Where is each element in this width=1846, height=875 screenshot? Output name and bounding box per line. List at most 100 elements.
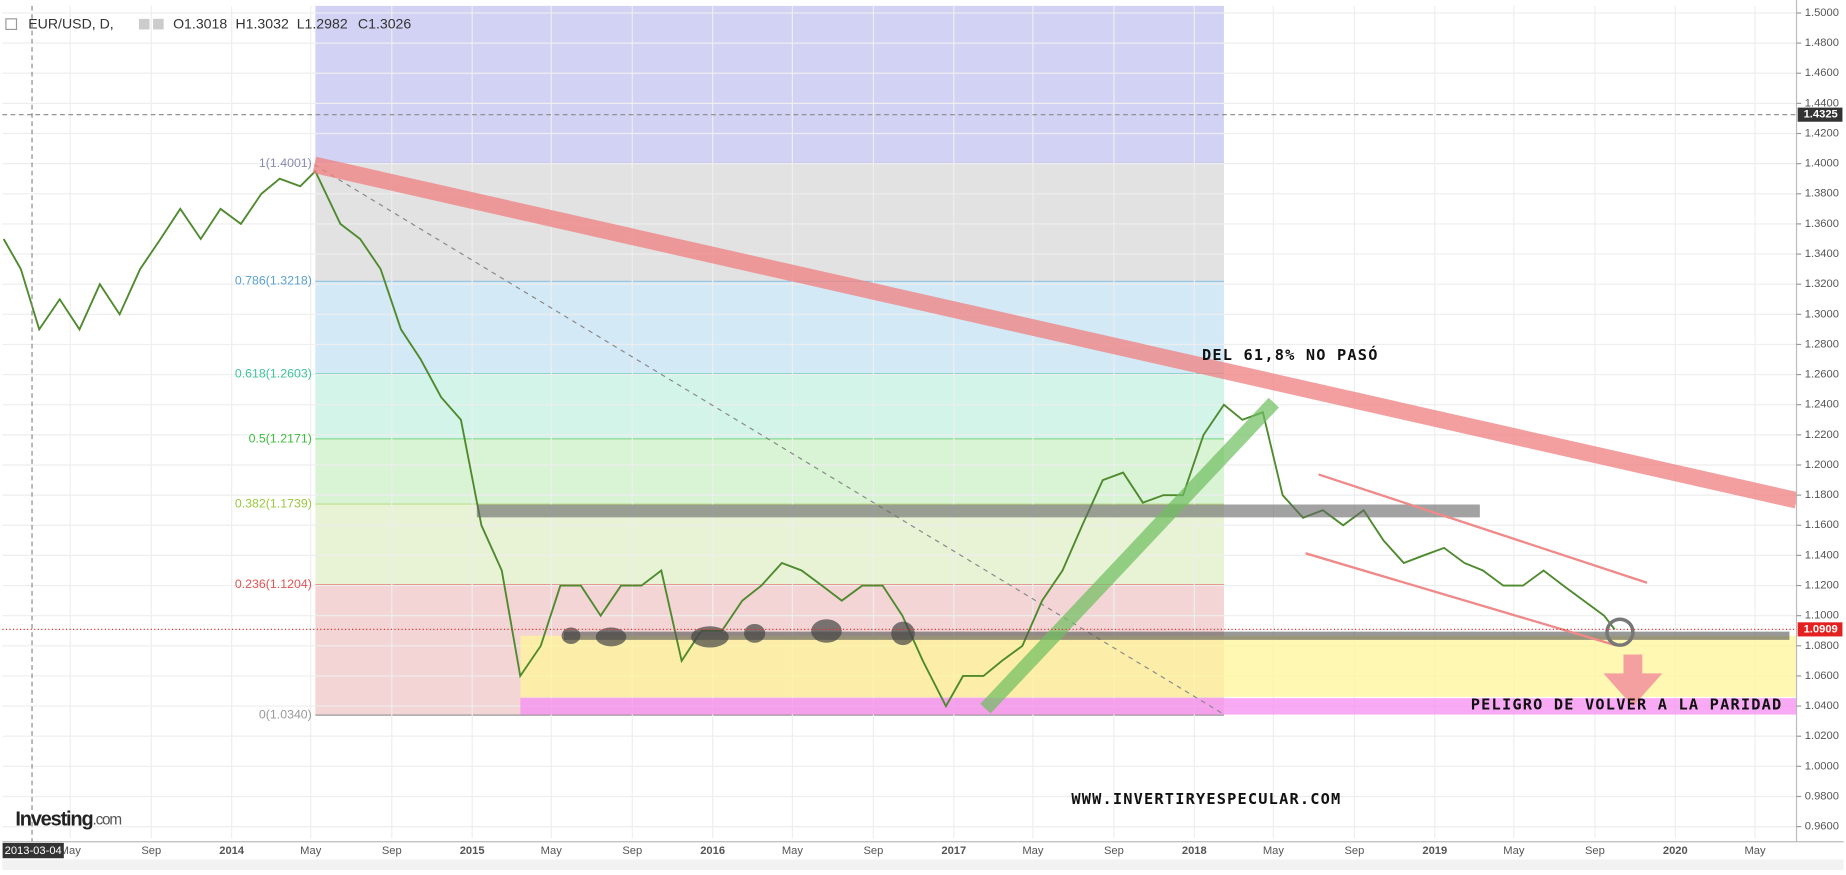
y-tick-label: 1.2400 [1805, 399, 1839, 411]
fib-label: 0.5(1.2171) [249, 431, 312, 445]
y-tick-label: 1.1400 [1805, 549, 1839, 561]
touch-marker [691, 626, 729, 648]
fib-label: 0(1.0340) [259, 707, 312, 721]
annotation: PELIGRO DE VOLVER A LA PARIDAD [1471, 696, 1783, 714]
pink-band [520, 698, 1797, 715]
fib-zone [315, 504, 1224, 585]
drawings [314, 164, 1797, 716]
collapse-icon [5, 18, 18, 31]
current-circle [1605, 617, 1635, 647]
y-tick-label: 1.1800 [1805, 489, 1839, 501]
fib-zone [315, 5, 1224, 164]
channel-top [1318, 473, 1648, 584]
x-tick-label: May [1022, 845, 1044, 857]
grid [2, 5, 1797, 839]
close-icon [153, 18, 164, 30]
x-tick-label: 2020 [1663, 845, 1688, 857]
x-tick-label: May [541, 845, 563, 857]
series [2, 169, 1616, 709]
x-tick-label: Sep [863, 845, 883, 857]
y-tick-label: 1.5000 [1805, 7, 1839, 19]
y-tick-label: 1.2000 [1805, 459, 1839, 471]
y-tick-label: 1.3400 [1805, 248, 1839, 260]
touch-marker [811, 619, 842, 643]
y-tick-label: 1.0800 [1805, 640, 1839, 652]
y-tick-label: 1.3200 [1805, 278, 1839, 290]
y-tick-label: 1.2200 [1805, 429, 1839, 441]
y-tick-label: 1.3800 [1805, 188, 1839, 200]
toolbar [2, 859, 1844, 870]
low-price: L1.2982 [297, 15, 348, 31]
x-tick-label: May [1263, 845, 1285, 857]
y-tick-label: 1.4400 [1805, 97, 1839, 109]
touch-marker [891, 621, 915, 646]
high-price: H1.3032 [235, 15, 288, 31]
logo-brand: Investing [15, 809, 92, 831]
y-tick-label: 0.9600 [1805, 821, 1839, 833]
crosshair-date-bg [2, 842, 64, 859]
fib-zone [315, 374, 1224, 440]
uptrend-line [980, 397, 1279, 714]
overlays [2, 5, 1799, 842]
settings-icon [138, 18, 150, 30]
fib-label: 1(1.4001) [259, 156, 312, 170]
y-tick-label: 1.3600 [1805, 218, 1839, 230]
labels: EUR/USD, D, O1.3018 H1.3032 L1.2982 C1.3… [5, 15, 1783, 831]
x-tick-label: 2014 [219, 845, 245, 857]
last-price-bg [1797, 622, 1843, 637]
close-price: C1.3026 [358, 15, 411, 31]
y-tick-label: 1.4600 [1805, 67, 1839, 79]
price-axis-bg [1796, 0, 1844, 870]
y-tick-label: 1.4200 [1805, 127, 1839, 139]
touch-marker [561, 627, 581, 644]
crosshair-price: 1.4325 [1804, 109, 1838, 121]
fib-label: 0.618(1.2603) [235, 366, 312, 380]
y-tick-label: 0.9800 [1805, 790, 1839, 802]
logo-suffix: .com [93, 812, 122, 829]
y-tick-label: 1.3000 [1805, 308, 1839, 320]
y-tick-label: 1.4000 [1805, 158, 1839, 170]
y-tick-label: 1.0400 [1805, 700, 1839, 712]
annotation: DEL 61,8% NO PASÓ [1202, 345, 1379, 364]
y-tick-label: 1.0200 [1805, 730, 1839, 742]
annotation: WWW.INVERTIRYESPECULAR.COM [1071, 790, 1341, 808]
y-tick-label: 1.1600 [1805, 519, 1839, 531]
y-tick-label: 1.0000 [1805, 760, 1839, 772]
last-price: 1.0909 [1804, 623, 1838, 635]
touch-marker [744, 623, 766, 643]
y-tick-label: 1.1200 [1805, 579, 1839, 591]
x-tick-label: Sep [1104, 845, 1124, 857]
y-tick-label: 1.1000 [1805, 610, 1839, 622]
x-tick-label: 2015 [460, 845, 485, 857]
x-tick-label: 2018 [1182, 845, 1207, 857]
x-tick-label: May [60, 845, 82, 857]
x-tick-label: May [1744, 845, 1766, 857]
crosshair-price-bg [1797, 107, 1843, 122]
y-tick-label: 1.2800 [1805, 338, 1839, 350]
fib-label: 0.382(1.1739) [235, 497, 312, 511]
crosshair-date: 2013-03-04 [5, 845, 62, 857]
x-tick-label: Sep [1585, 845, 1605, 857]
downtrend-line [312, 156, 1799, 509]
x-tick-label: May [782, 845, 804, 857]
x-tick-label: Sep [141, 845, 161, 857]
fib-label: 0.236(1.1204) [235, 577, 312, 591]
x-tick-label: Sep [382, 845, 402, 857]
fib-label: 0.786(1.3218) [235, 274, 312, 288]
yellow-zone [520, 635, 1797, 697]
down-arrow [1603, 654, 1663, 707]
x-tick-label: 2019 [1422, 845, 1447, 857]
logo: Investing.com [15, 809, 121, 831]
x-tick-label: Sep [622, 845, 642, 857]
y-tick-label: 1.4800 [1805, 37, 1839, 49]
y-tick-label: 1.2600 [1805, 369, 1839, 381]
x-tick-label: May [300, 845, 322, 857]
touch-marker [595, 627, 627, 647]
open-price: O1.3018 [173, 15, 227, 31]
symbol: EUR/USD, D, [28, 15, 113, 31]
x-tick-label: 2016 [700, 845, 725, 857]
price-line [2, 169, 1616, 709]
fib-zone [315, 281, 1224, 375]
